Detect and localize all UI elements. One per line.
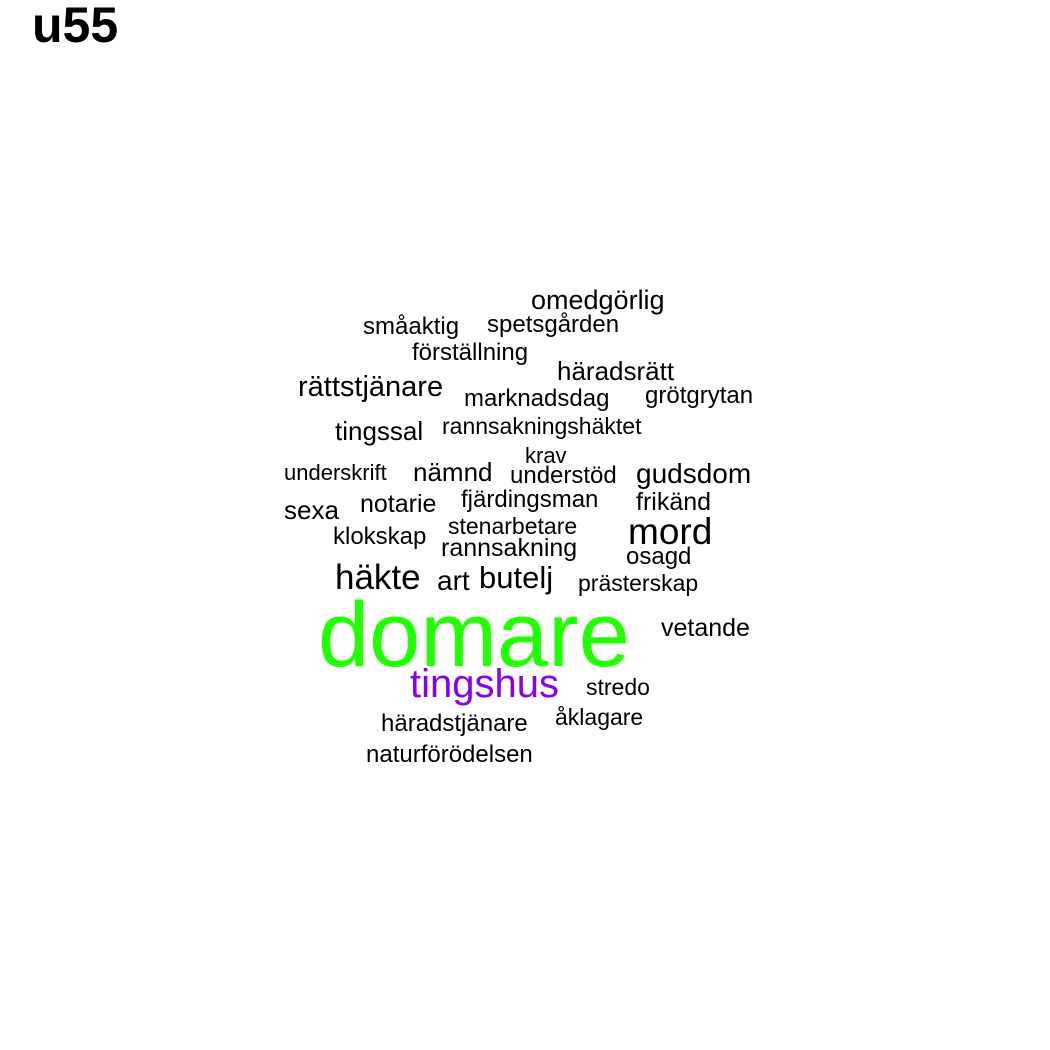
word-osagd: osagd (626, 543, 692, 570)
page-title: u55 (32, 0, 119, 53)
word-klokskap: klokskap (333, 523, 427, 550)
word-tingshus: tingshus (410, 662, 559, 706)
word-prasterskap: prästerskap (578, 570, 699, 596)
word-hakte: häkte (335, 558, 421, 597)
word-marknadsdag: marknadsdag (464, 385, 610, 412)
word-omedgorlig: omedgörlig (531, 285, 665, 315)
word-haradstjanare: häradstjänare (381, 710, 528, 737)
word-stenarbetare: stenarbetare (448, 513, 578, 539)
word-stredo: stredo (586, 674, 650, 700)
word-rattstjanare: rättstjänare (298, 371, 444, 403)
word-tingssal: tingssal (335, 416, 424, 446)
word-domare: domare (318, 584, 630, 686)
word-art: art (437, 565, 470, 596)
word-mord: mord (628, 511, 713, 552)
word-aklagare: åklagare (555, 704, 644, 730)
word-grotgrytan: grötgrytan (645, 382, 754, 409)
word-smaaktig: småaktig (363, 313, 460, 340)
word-gudsdom: gudsdom (636, 458, 752, 489)
word-namnd: nämnd (413, 457, 493, 487)
word-forstallning: förställning (412, 339, 529, 366)
word-naturforodelsen: naturförödelsen (366, 741, 533, 768)
word-butelj: butelj (479, 560, 554, 595)
word-frikand: frikänd (636, 488, 712, 516)
word-sexa: sexa (284, 495, 339, 525)
word-fjardingsman: fjärdingsman (461, 486, 599, 513)
word-notarie: notarie (360, 490, 437, 518)
word-vetande: vetande (661, 614, 750, 642)
word-rannsakning: rannsakning (441, 534, 578, 562)
word-krav: krav (525, 443, 567, 468)
word-spetsgarden: spetsgården (487, 311, 620, 338)
word-underskrift: underskrift (284, 460, 387, 485)
word-rannsakningshaktet: rannsakningshäktet (442, 413, 642, 439)
word-understod: understöd (510, 462, 617, 489)
word-haradsratt: häradsrätt (557, 356, 675, 386)
